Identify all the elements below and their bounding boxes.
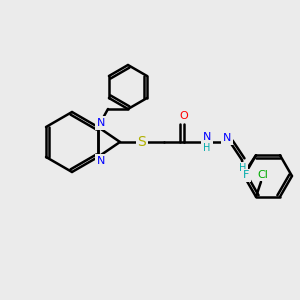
Text: N: N (203, 132, 211, 142)
Text: O: O (180, 111, 188, 121)
Text: H: H (203, 143, 211, 153)
Text: Cl: Cl (257, 170, 268, 180)
Text: F: F (243, 170, 249, 180)
Text: N: N (223, 133, 231, 143)
Text: N: N (97, 156, 105, 166)
Text: H: H (239, 163, 247, 173)
Text: S: S (138, 135, 146, 149)
Text: N: N (97, 118, 105, 128)
